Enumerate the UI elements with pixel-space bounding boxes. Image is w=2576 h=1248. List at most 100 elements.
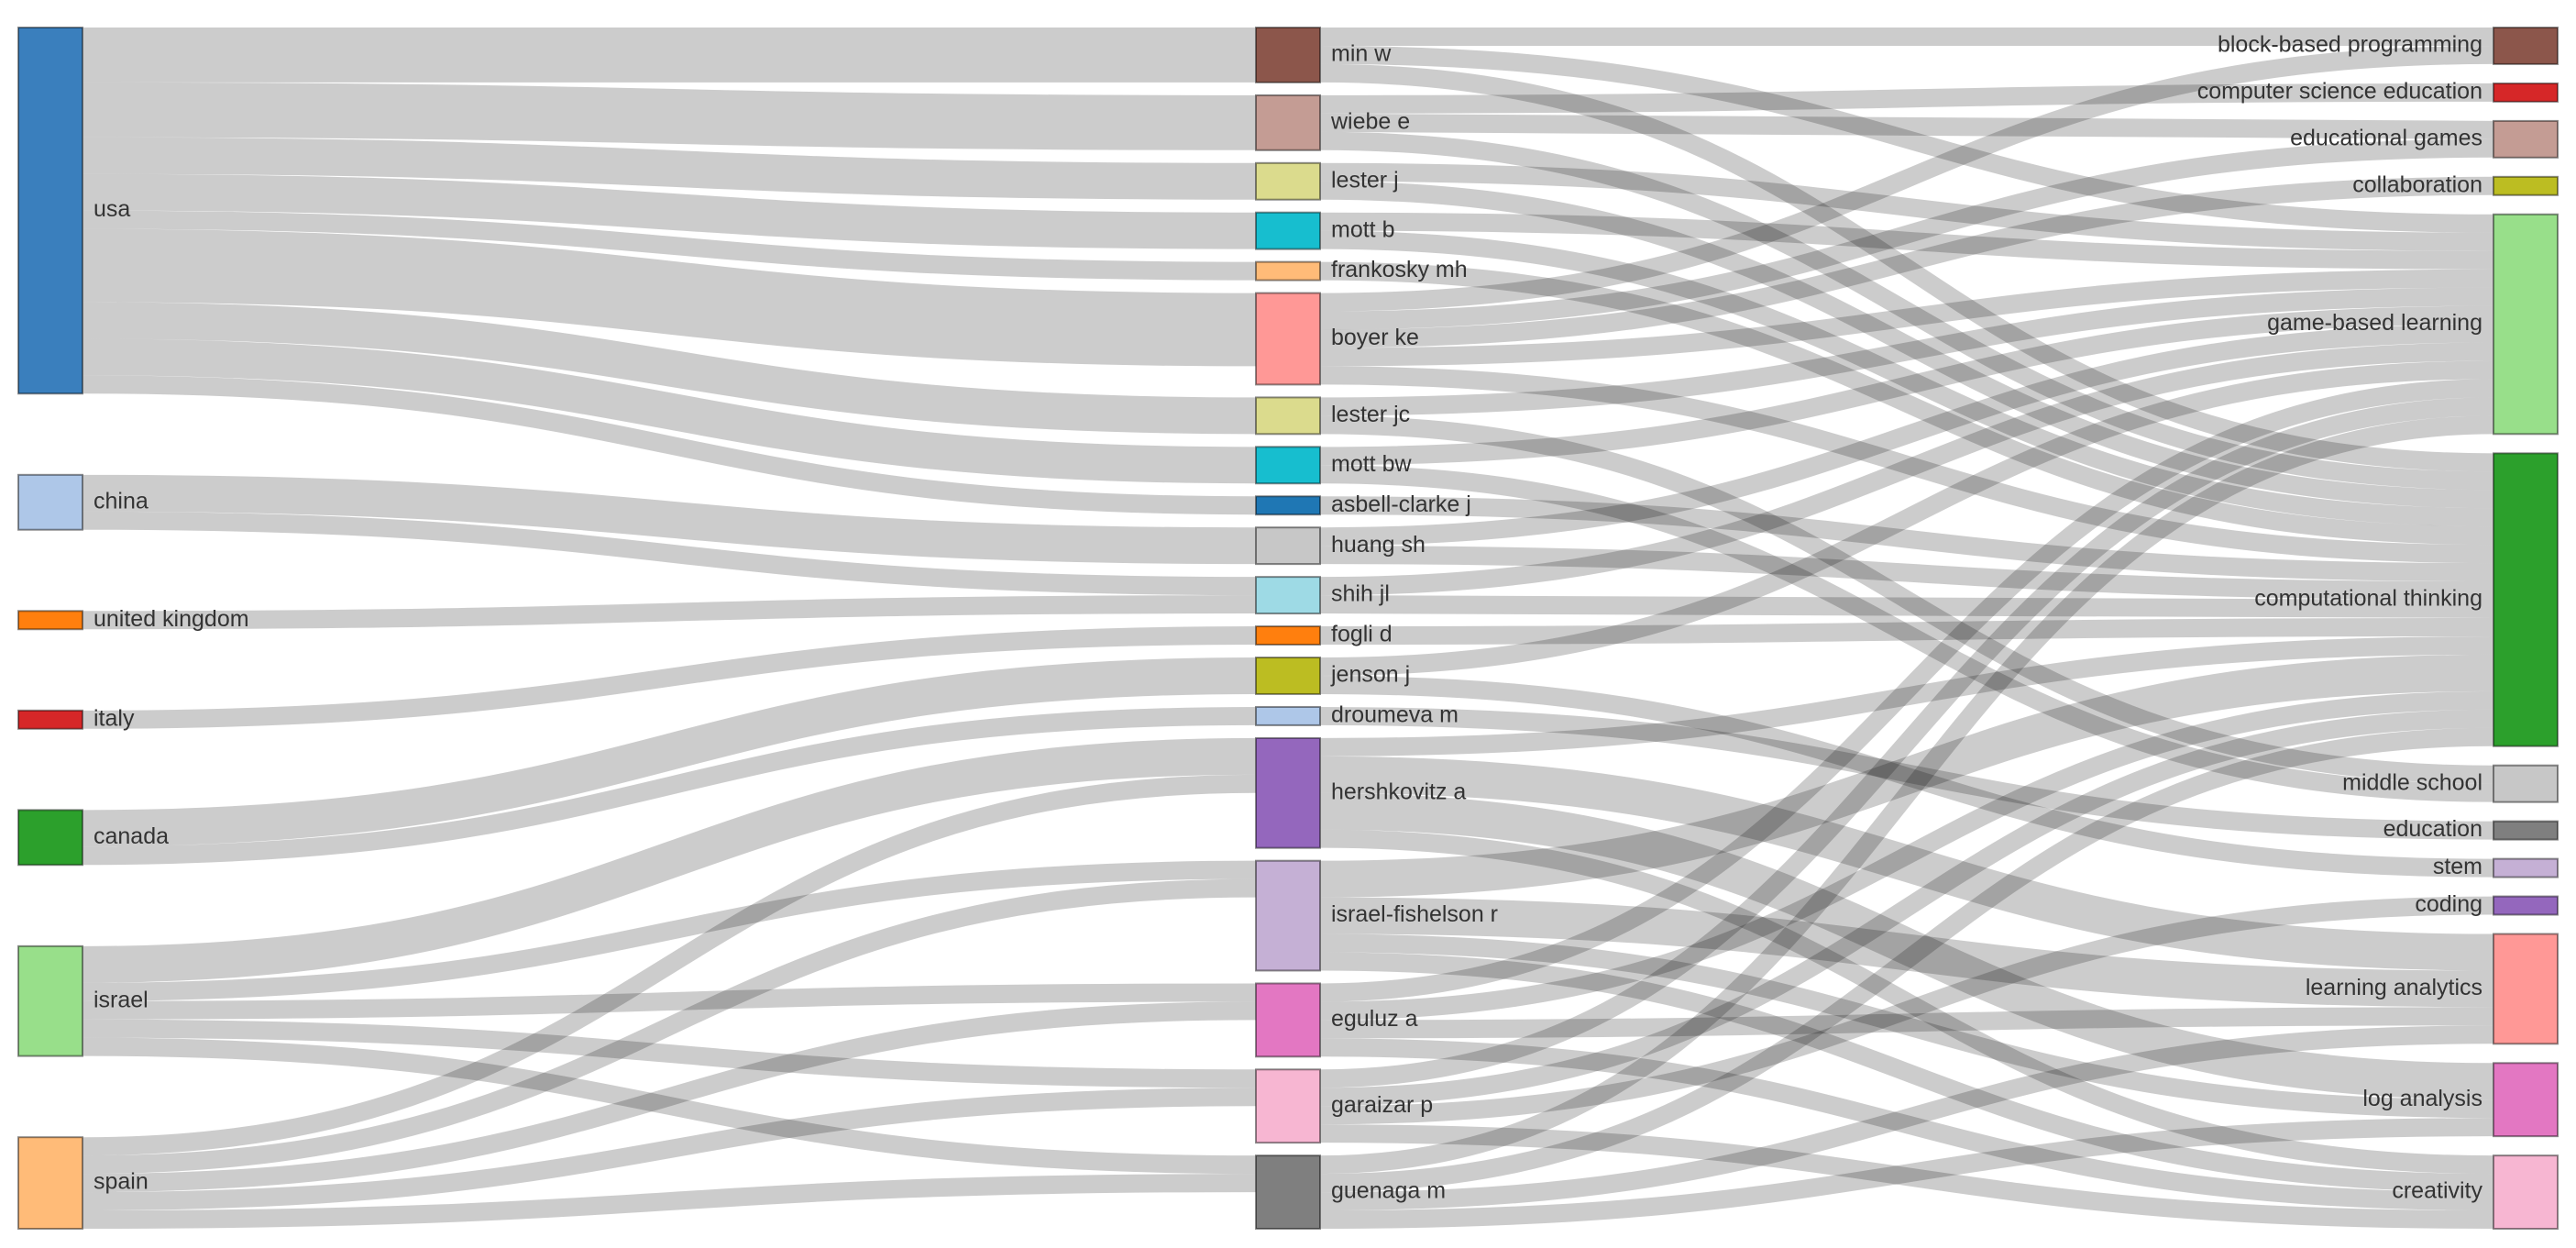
node xyxy=(17,610,83,631)
node-label: mott b xyxy=(1331,216,1394,242)
node-label: boyer ke xyxy=(1331,325,1419,350)
link xyxy=(1319,366,2494,564)
link xyxy=(1319,305,2494,466)
link xyxy=(82,737,1257,983)
link xyxy=(1319,465,2494,802)
link xyxy=(82,210,1257,281)
node-label: coding xyxy=(2415,891,2482,917)
link xyxy=(82,173,1257,249)
link xyxy=(1319,952,2494,1193)
link xyxy=(1319,131,2494,491)
node-label: educational games xyxy=(2290,125,2482,150)
node-label: israel xyxy=(94,987,149,1012)
link xyxy=(1319,617,2494,646)
node-label: block-based programming xyxy=(2218,32,2482,58)
node xyxy=(17,944,83,1057)
node-label: jenson j xyxy=(1330,662,1410,688)
link xyxy=(82,595,1257,630)
link xyxy=(82,706,1257,866)
link xyxy=(1319,83,2494,114)
link xyxy=(82,983,1257,1020)
link xyxy=(1319,897,2494,1008)
link xyxy=(82,228,1257,367)
node-label: stem xyxy=(2433,854,2482,879)
node xyxy=(2493,1154,2559,1231)
link xyxy=(1319,727,2494,1193)
node-label: lester j xyxy=(1331,167,1399,193)
node xyxy=(1255,495,1321,516)
node-label: computational thinking xyxy=(2254,586,2482,612)
link xyxy=(1319,138,2494,330)
node xyxy=(1255,396,1321,436)
link xyxy=(1319,230,2494,527)
node-label: creativity xyxy=(2392,1178,2482,1204)
node xyxy=(1255,982,1321,1058)
node-label: guenaga m xyxy=(1331,1178,1446,1204)
node xyxy=(2493,895,2559,916)
node-label: usa xyxy=(94,196,130,222)
link xyxy=(1319,1118,2494,1230)
link xyxy=(1319,181,2494,509)
link xyxy=(1319,379,2494,1002)
node xyxy=(1255,736,1321,849)
link xyxy=(1319,360,2494,676)
node xyxy=(2493,27,2559,65)
node xyxy=(1255,1068,1321,1144)
link xyxy=(1319,415,2494,784)
node-label: italy xyxy=(94,705,135,731)
link xyxy=(1319,829,2494,1175)
link xyxy=(1319,397,2494,1088)
link xyxy=(1319,933,2494,1119)
node-label: education xyxy=(2383,816,2482,842)
nodes: usa china united kingdom italy canada israel s… xyxy=(17,27,2559,1231)
node xyxy=(17,27,83,395)
node xyxy=(2493,119,2559,159)
link xyxy=(82,474,1257,565)
link xyxy=(1319,546,2494,601)
node-label: canada xyxy=(94,823,169,849)
node-label: collaboration xyxy=(2352,171,2482,197)
node xyxy=(17,473,83,531)
link xyxy=(82,1019,1257,1088)
links xyxy=(82,27,2494,1230)
node xyxy=(1255,576,1321,615)
node xyxy=(1255,705,1321,726)
link xyxy=(82,1174,1257,1230)
link xyxy=(82,657,1257,847)
link xyxy=(1319,63,2494,472)
node xyxy=(1255,211,1321,250)
link xyxy=(1319,287,2494,416)
node-label: frankosky mh xyxy=(1331,257,1468,282)
link xyxy=(82,626,1257,729)
link xyxy=(1319,756,2494,971)
node xyxy=(1255,526,1321,566)
link xyxy=(1319,415,2494,1175)
link xyxy=(1319,261,2494,546)
node-label: israel-fishelson r xyxy=(1331,901,1498,927)
node xyxy=(2493,933,2559,1045)
node-label: droumeva m xyxy=(1331,702,1459,728)
link xyxy=(82,1088,1257,1211)
node-label: log analysis xyxy=(2362,1086,2482,1111)
node xyxy=(1255,657,1321,695)
link xyxy=(1319,342,2494,596)
link xyxy=(1319,269,2494,367)
link xyxy=(1319,706,2494,840)
link xyxy=(82,375,1257,515)
link xyxy=(82,878,1257,1175)
link xyxy=(1319,792,2494,1100)
node xyxy=(1255,292,1321,386)
node xyxy=(1255,94,1321,151)
link xyxy=(1319,1025,2494,1211)
node-label: asbell-clarke j xyxy=(1331,491,1471,517)
link xyxy=(1319,212,2494,270)
node-label: spain xyxy=(94,1169,149,1195)
node xyxy=(17,1136,83,1231)
node-label: huang sh xyxy=(1331,532,1426,558)
node xyxy=(2493,764,2559,803)
node xyxy=(2493,82,2559,103)
link xyxy=(82,1001,1257,1193)
node xyxy=(2493,213,2559,436)
node xyxy=(1255,625,1321,646)
